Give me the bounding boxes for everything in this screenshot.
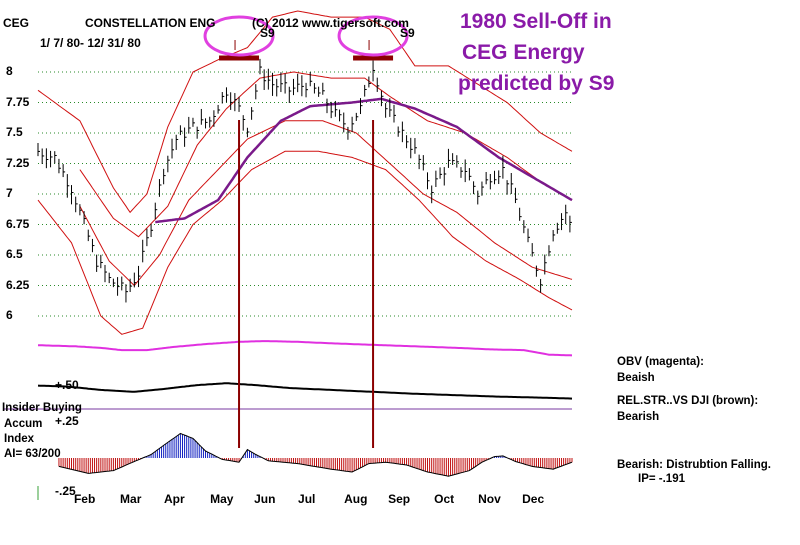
ai-value: AI= 63/200 (4, 448, 61, 460)
upper-band-line (37, 10, 573, 214)
relative-strength-series (4, 382, 573, 410)
x-tick-label: Sep (388, 492, 411, 506)
accum-status: Bearish: Distrubtion Falling. (617, 459, 771, 471)
y-tick-label: 6.75 (6, 216, 30, 231)
lower-band (37, 150, 573, 335)
ip-value: IP= -.191 (638, 473, 685, 485)
y-tick-label: 8 (6, 64, 13, 78)
s9-label-2: S9 (400, 26, 415, 40)
x-tick-label: Jul (298, 492, 316, 506)
y-tick-label: 7 (6, 186, 13, 200)
signal-markers (203, 15, 409, 448)
rel-scale-plus-25: +.25 (55, 414, 79, 428)
annotation-line-3: predicted by S9 (458, 72, 615, 95)
inner-upper-band-line (79, 71, 573, 238)
company-name: CONSTELLATION ENG (85, 16, 216, 30)
lower-band-line (37, 150, 573, 335)
x-tick-label: Jun (254, 492, 276, 506)
price-bars (37, 58, 572, 303)
y-tick-label: 7.25 (6, 155, 30, 170)
rel-scale-minus-25: -.25 (55, 484, 76, 498)
x-tick-label: Aug (344, 492, 368, 506)
y-tick-label: 7.75 (6, 94, 30, 109)
annotation-line-2: CEG Energy (462, 41, 585, 64)
rel-scale-plus-50: +.50 (55, 378, 79, 392)
inner-lower-band-line (79, 120, 573, 287)
obv-line (37, 340, 573, 357)
signal-circle-1 (203, 15, 275, 57)
y-tick-label: 6 (6, 308, 13, 322)
obv-legend: OBV (magenta): (617, 356, 704, 368)
x-tick-label: Oct (434, 492, 455, 506)
rel-strength-line (37, 382, 573, 400)
copyright: (C) 2012 www.tigersoft.com (252, 16, 409, 30)
ticker: CEG (3, 16, 30, 30)
rel-legend: REL.STR..VS DJI (brown): (617, 395, 759, 407)
x-tick-label: May (210, 492, 234, 506)
upper-band (37, 10, 573, 214)
inner-lower-band (79, 120, 573, 287)
obv-status: Beaish (617, 372, 655, 384)
date-range: 1/ 7/ 80- 12/ 31/ 80 (40, 36, 141, 50)
rel-status: Bearish (617, 411, 660, 423)
x-tick-label: Nov (478, 492, 501, 506)
insider-label: Insider Buying (2, 402, 82, 414)
y-tick-label: 6.25 (6, 277, 30, 292)
price-gridlines (38, 71, 572, 317)
accum-label: Accum (4, 418, 43, 430)
accumulation-histogram (37, 432, 573, 500)
y-tick-label: 7.5 (6, 125, 23, 139)
signal-circle-2 (337, 15, 409, 57)
annotation-line-1: 1980 Sell-Off in (460, 10, 612, 33)
inner-upper-band (79, 71, 573, 238)
x-tick-label: Mar (120, 492, 142, 506)
x-tick-label: Dec (522, 492, 545, 506)
s9-label-1: S9 (260, 26, 275, 40)
x-tick-label: Feb (73, 492, 96, 506)
x-tick-label: Apr (164, 492, 185, 506)
accum-smooth-line (58, 432, 573, 477)
index-label: Index (4, 433, 35, 445)
obv-series (37, 340, 573, 357)
y-tick-label: 6.5 (6, 247, 23, 261)
